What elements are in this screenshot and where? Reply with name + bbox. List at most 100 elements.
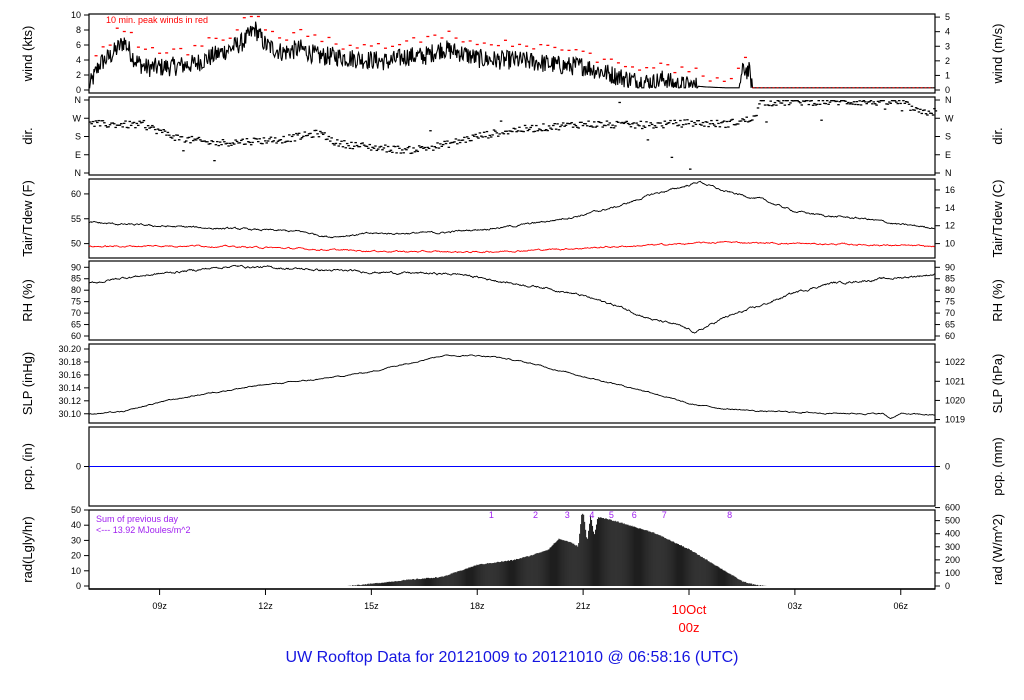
direction-point bbox=[386, 145, 390, 148]
radiation-bar bbox=[462, 570, 464, 586]
radiation-bar bbox=[544, 550, 546, 586]
radiation-bar bbox=[504, 561, 506, 586]
direction-point bbox=[533, 130, 537, 133]
radiation-bar bbox=[632, 526, 634, 586]
direction-point bbox=[607, 124, 610, 126]
direction-point bbox=[502, 133, 506, 135]
radiation-bar bbox=[754, 584, 756, 586]
radiation-bar bbox=[550, 547, 552, 586]
direction-point bbox=[844, 100, 847, 102]
left-tick-label: 85 bbox=[71, 274, 81, 284]
series-tair bbox=[88, 180, 935, 239]
direction-point bbox=[656, 122, 660, 124]
direction-point bbox=[399, 152, 403, 154]
radiation-bar bbox=[621, 522, 623, 586]
x-tick-label: 12z bbox=[258, 601, 273, 611]
radiation-bar bbox=[728, 573, 730, 586]
radiation-bar bbox=[594, 529, 597, 586]
radiation-bar bbox=[665, 538, 667, 586]
radiation-bar bbox=[524, 556, 526, 586]
radiation-bar bbox=[624, 524, 626, 586]
radiation-bar bbox=[564, 540, 566, 586]
direction-point bbox=[388, 150, 391, 153]
radiation-bar bbox=[558, 538, 560, 586]
left-tick-label: 8 bbox=[76, 25, 81, 35]
radiation-bar bbox=[395, 581, 397, 586]
panel-frame bbox=[88, 96, 936, 176]
direction-point bbox=[929, 112, 932, 114]
panel-frame bbox=[88, 343, 936, 424]
direction-point bbox=[224, 143, 228, 145]
direction-point bbox=[801, 100, 805, 102]
radiation-bar bbox=[735, 577, 737, 586]
direction-point bbox=[866, 101, 870, 103]
direction-point bbox=[735, 123, 739, 125]
direction-point bbox=[189, 142, 192, 144]
direction-point bbox=[509, 130, 513, 132]
radiation-sum-note: <--- 13.92 MJoules/m^2 bbox=[96, 525, 191, 535]
direction-point bbox=[192, 139, 195, 142]
radiation-bar bbox=[738, 579, 740, 586]
direction-point bbox=[751, 119, 754, 121]
radiation-bar bbox=[591, 520, 593, 586]
radiation-bar bbox=[715, 565, 717, 586]
radiation-bar bbox=[415, 579, 417, 586]
direction-point bbox=[213, 159, 216, 162]
direction-point bbox=[539, 129, 542, 131]
radiation-bar bbox=[545, 550, 547, 586]
direction-point bbox=[515, 131, 518, 133]
direction-point bbox=[98, 125, 102, 127]
direction-point bbox=[297, 132, 301, 134]
direction-point bbox=[595, 125, 599, 127]
direction-point bbox=[669, 119, 672, 122]
radiation-bar bbox=[576, 545, 578, 586]
direction-point bbox=[392, 145, 396, 147]
direction-point bbox=[645, 121, 648, 123]
radiation-bar bbox=[372, 583, 374, 586]
direction-point bbox=[869, 100, 873, 102]
direction-point bbox=[820, 119, 823, 121]
direction-point bbox=[331, 142, 335, 145]
radiation-bar bbox=[689, 550, 691, 586]
direction-point bbox=[785, 100, 788, 102]
direction-point bbox=[636, 124, 640, 126]
direction-point bbox=[225, 142, 229, 144]
radiation-bar bbox=[416, 578, 418, 586]
direction-point bbox=[732, 123, 736, 126]
direction-point bbox=[132, 121, 136, 124]
radiation-bar bbox=[493, 562, 495, 586]
radiation-bar bbox=[486, 563, 488, 586]
right-tick-label: 60 bbox=[945, 331, 955, 341]
radiation-bar bbox=[679, 545, 682, 586]
direction-point bbox=[299, 138, 302, 140]
radiation-bar bbox=[383, 582, 385, 586]
right-tick-label: N bbox=[945, 168, 952, 178]
direction-point bbox=[701, 121, 705, 124]
direction-point bbox=[934, 110, 938, 112]
radiation-bar bbox=[760, 585, 762, 586]
direction-point bbox=[355, 144, 359, 147]
radiation-bar bbox=[630, 526, 632, 586]
radiation-bar bbox=[666, 538, 668, 586]
direction-point bbox=[852, 101, 856, 103]
right-tick-label: 1021 bbox=[945, 376, 965, 386]
direction-point bbox=[588, 125, 592, 128]
direction-point bbox=[684, 123, 688, 125]
radiation-bar bbox=[583, 514, 585, 586]
direction-point bbox=[169, 136, 172, 138]
direction-point bbox=[393, 145, 397, 148]
direction-point bbox=[361, 142, 364, 144]
hour-mark-label: 3 bbox=[565, 510, 570, 520]
direction-point bbox=[525, 127, 528, 129]
radiation-bar bbox=[468, 567, 470, 586]
radiation-bar bbox=[696, 554, 698, 586]
radiation-bar bbox=[488, 563, 490, 586]
y-axis-label-right: Tair/Tdew (C) bbox=[990, 179, 1005, 257]
radiation-bar bbox=[427, 577, 430, 586]
radiation-bar bbox=[396, 581, 398, 586]
direction-point bbox=[175, 134, 178, 136]
radiation-bar bbox=[413, 578, 415, 586]
direction-point bbox=[473, 135, 476, 137]
direction-point bbox=[687, 122, 691, 125]
radiation-bar bbox=[695, 553, 697, 586]
